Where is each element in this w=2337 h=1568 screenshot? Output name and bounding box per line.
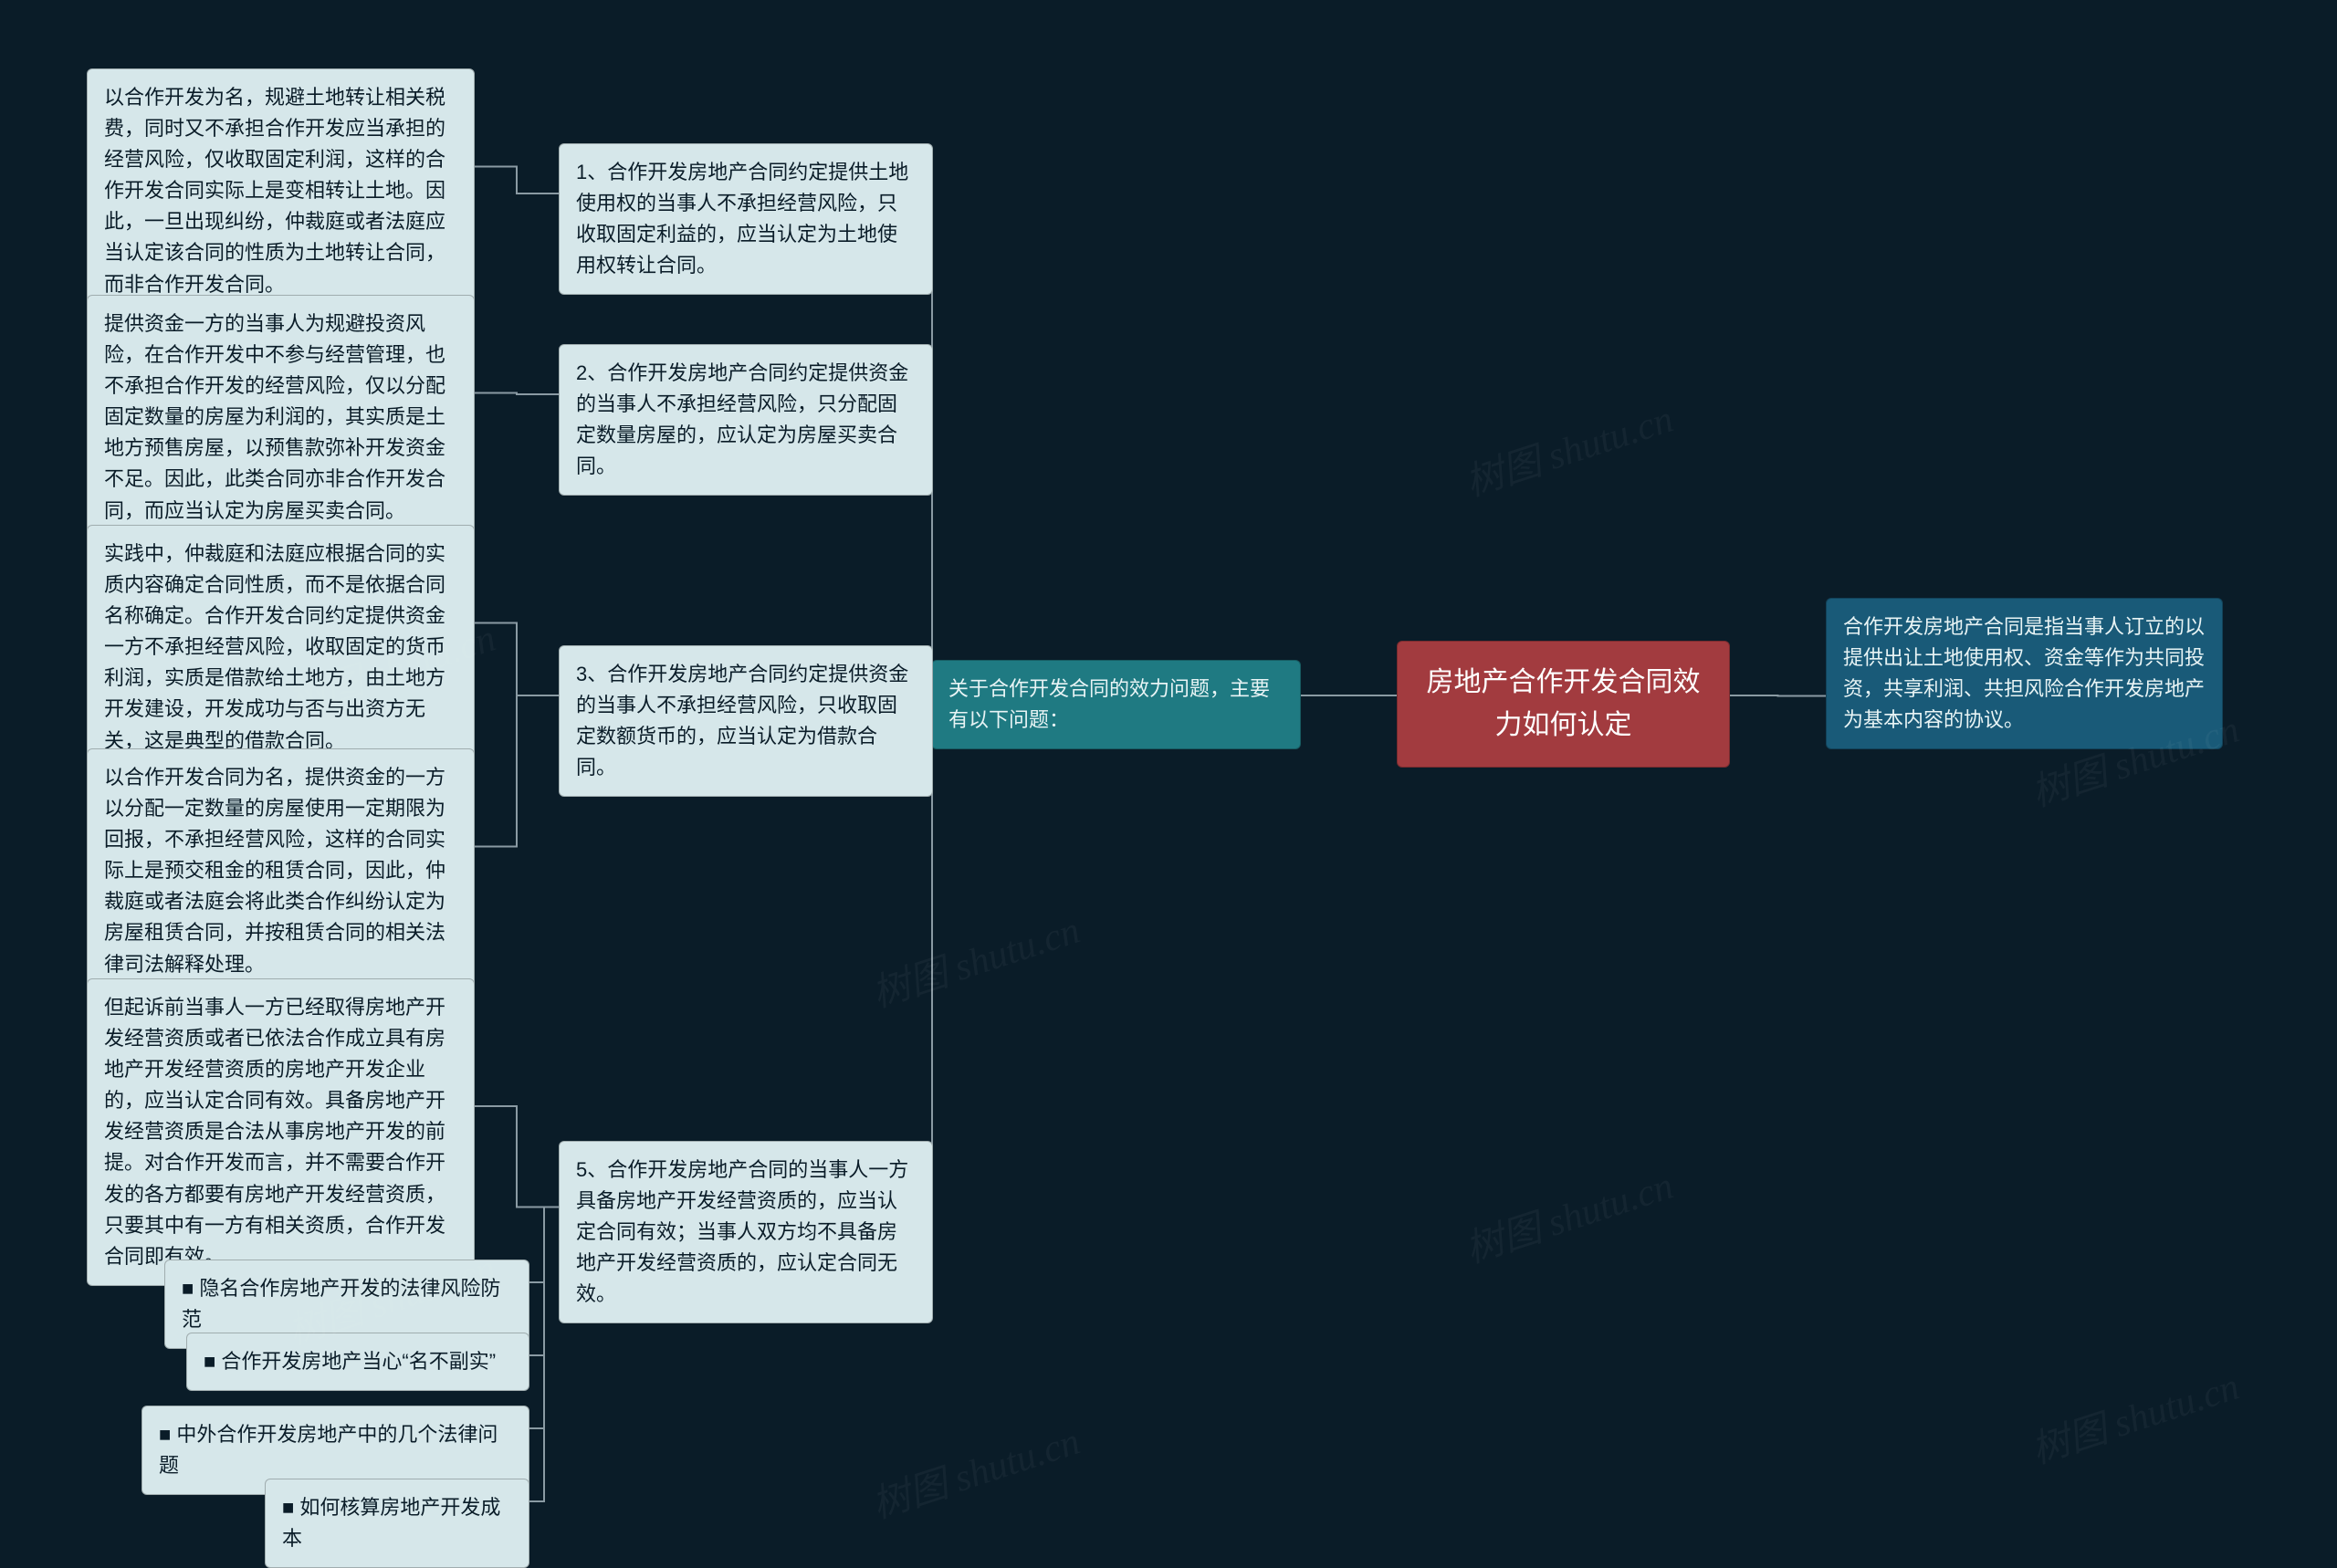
node-left-main-text: 关于合作开发合同的效力问题，主要有以下问题：: [948, 677, 1270, 731]
node-left-main[interactable]: 关于合作开发合同的效力问题，主要有以下问题：: [931, 660, 1301, 749]
root-node[interactable]: 房地产合作开发合同效力如何认定: [1397, 641, 1730, 768]
watermark: 树图 shutu.cn: [2023, 1355, 2245, 1475]
watermark: 树图 shutu.cn: [1457, 388, 1679, 507]
node-b3-text: ■ 中外合作开发房地产中的几个法律问题: [159, 1423, 498, 1477]
node-right-text: 合作开发房地产合同是指当事人订立的以提供出让土地使用权、资金等作为共同投资，共享…: [1843, 615, 2205, 731]
node-b2-text: ■ 合作开发房地产当心“名不副实”: [204, 1350, 496, 1373]
node-b1-text: ■ 隐名合作房地产开发的法律风险防范: [182, 1277, 500, 1331]
node-d3b-text: 以合作开发合同为名，提供资金的一方以分配一定数量的房屋使用一定期限为回报，不承担…: [104, 766, 445, 976]
node-s5[interactable]: 5、合作开发房地产合同的当事人一方具备房地产开发经营资质的，应当认定合同有效；当…: [559, 1141, 933, 1323]
node-d2-text: 提供资金一方的当事人为规避投资风险，在合作开发中不参与经营管理，也不承担合作开发…: [104, 312, 445, 522]
node-d3a[interactable]: 实践中，仲裁庭和法庭应根据合同的实质内容确定合同性质，而不是依据合同名称确定。合…: [87, 525, 475, 770]
watermark: 树图 shutu.cn: [1457, 1155, 1679, 1274]
node-d2[interactable]: 提供资金一方的当事人为规避投资风险，在合作开发中不参与经营管理，也不承担合作开发…: [87, 295, 475, 540]
node-b2[interactable]: ■ 合作开发房地产当心“名不副实”: [186, 1333, 529, 1391]
node-s3-text: 3、合作开发房地产合同约定提供资金的当事人不承担经营风险，只收取固定数额货币的，…: [576, 663, 908, 779]
node-b4-text: ■ 如何核算房地产开发成本: [282, 1496, 500, 1550]
node-s2[interactable]: 2、合作开发房地产合同约定提供资金的当事人不承担经营风险，只分配固定数量房屋的，…: [559, 344, 933, 496]
watermark: 树图 shutu.cn: [864, 1410, 1085, 1530]
watermark: 树图 shutu.cn: [864, 899, 1085, 1019]
root-text: 房地产合作开发合同效力如何认定: [1427, 667, 1701, 740]
node-d5-text: 但起诉前当事人一方已经取得房地产开发经营资质或者已依法合作成立具有房地产开发经营…: [104, 996, 445, 1268]
node-s2-text: 2、合作开发房地产合同约定提供资金的当事人不承担经营风险，只分配固定数量房屋的，…: [576, 361, 908, 477]
node-d3a-text: 实践中，仲裁庭和法庭应根据合同的实质内容确定合同性质，而不是依据合同名称确定。合…: [104, 542, 445, 752]
node-d3b[interactable]: 以合作开发合同为名，提供资金的一方以分配一定数量的房屋使用一定期限为回报，不承担…: [87, 748, 475, 994]
node-b4[interactable]: ■ 如何核算房地产开发成本: [265, 1479, 529, 1568]
node-d1-text: 以合作开发为名，规避土地转让相关税费，同时又不承担合作开发应当承担的经营风险，仅…: [104, 86, 445, 296]
node-d5[interactable]: 但起诉前当事人一方已经取得房地产开发经营资质或者已依法合作成立具有房地产开发经营…: [87, 978, 475, 1286]
node-s3[interactable]: 3、合作开发房地产合同约定提供资金的当事人不承担经营风险，只收取固定数额货币的，…: [559, 645, 933, 797]
node-s5-text: 5、合作开发房地产合同的当事人一方具备房地产开发经营资质的，应当认定合同有效；当…: [576, 1158, 908, 1305]
node-d1[interactable]: 以合作开发为名，规避土地转让相关税费，同时又不承担合作开发应当承担的经营风险，仅…: [87, 68, 475, 314]
node-s1[interactable]: 1、合作开发房地产合同约定提供土地使用权的当事人不承担经营风险，只收取固定利益的…: [559, 143, 933, 295]
node-right-definition[interactable]: 合作开发房地产合同是指当事人订立的以提供出让土地使用权、资金等作为共同投资，共享…: [1826, 598, 2223, 749]
node-s1-text: 1、合作开发房地产合同约定提供土地使用权的当事人不承担经营风险，只收取固定利益的…: [576, 161, 908, 277]
